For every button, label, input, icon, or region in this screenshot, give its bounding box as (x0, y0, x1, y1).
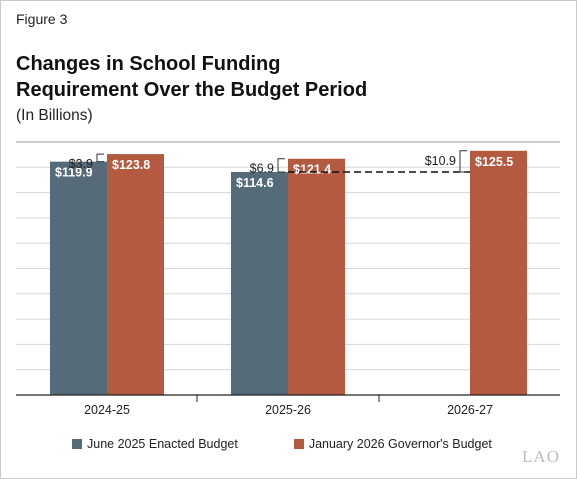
difference-label: $10.9 (425, 154, 456, 168)
bar-value-label: $121.4 (293, 163, 331, 177)
title-line-2: Requirement Over the Budget Period (16, 79, 368, 101)
legend-item-governor: January 2026 Governor's Budget (293, 437, 492, 451)
lao-logo: LAO (522, 447, 560, 466)
difference-label: $6.9 (250, 162, 274, 176)
title-line-1: Changes in School Funding (16, 53, 281, 75)
bar-enacted-2025-26 (231, 171, 288, 395)
x-tick-label: 2025-26 (265, 403, 311, 417)
bar-value-label: $123.8 (112, 158, 150, 172)
bar-governor-2024-25 (107, 154, 164, 395)
bar-governor-2025-26 (288, 158, 345, 395)
bar-governor-2026-27 (470, 150, 527, 395)
difference-bracket (459, 150, 467, 173)
chart-subtitle: (In Billions) (16, 107, 93, 124)
bar-enacted-2024-25 (50, 161, 107, 395)
x-tick-label: 2024-25 (84, 403, 130, 417)
difference-bracket (96, 153, 104, 163)
chart-legend: June 2025 Enacted Budget January 2026 Go… (72, 437, 492, 451)
legend-swatch-governor (293, 439, 304, 449)
bar-value-label: $114.6 (236, 176, 274, 190)
difference-label: $3.9 (69, 157, 93, 171)
legend-item-enacted: June 2025 Enacted Budget (72, 437, 238, 451)
chart-title: Changes in School Funding Requirement Ov… (16, 51, 536, 103)
legend-label-governor: January 2026 Governor's Budget (308, 437, 492, 451)
legend-label-enacted: June 2025 Enacted Budget (87, 437, 238, 451)
figure-label: Figure 3 (16, 11, 68, 27)
bar-value-label: $119.9 (55, 166, 93, 180)
legend-swatch-enacted (72, 439, 82, 449)
difference-bracket (277, 158, 285, 173)
x-tick-label: 2026-27 (447, 403, 493, 417)
bar-value-label: $125.5 (475, 155, 513, 169)
